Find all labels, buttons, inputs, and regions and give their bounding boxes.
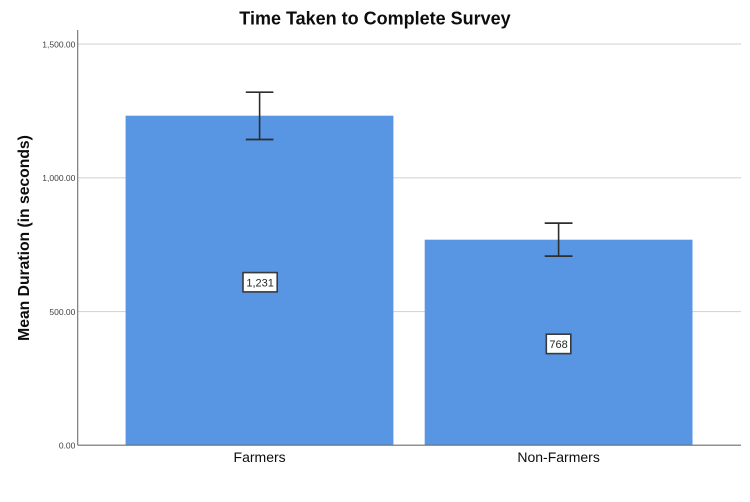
svg-text:0.00: 0.00 — [59, 441, 76, 451]
svg-text:1,231: 1,231 — [246, 277, 274, 289]
svg-text:Non-Farmers: Non-Farmers — [517, 449, 599, 465]
svg-text:Mean Duration (in seconds): Mean Duration (in seconds) — [16, 135, 33, 341]
svg-text:1,500.00: 1,500.00 — [42, 39, 75, 49]
svg-text:500.00: 500.00 — [49, 307, 75, 317]
svg-text:1,000.00: 1,000.00 — [42, 173, 75, 183]
svg-text:Farmers: Farmers — [234, 449, 286, 465]
svg-text:768: 768 — [549, 339, 567, 351]
svg-text:Time Taken to Complete Survey: Time Taken to Complete Survey — [239, 8, 510, 28]
